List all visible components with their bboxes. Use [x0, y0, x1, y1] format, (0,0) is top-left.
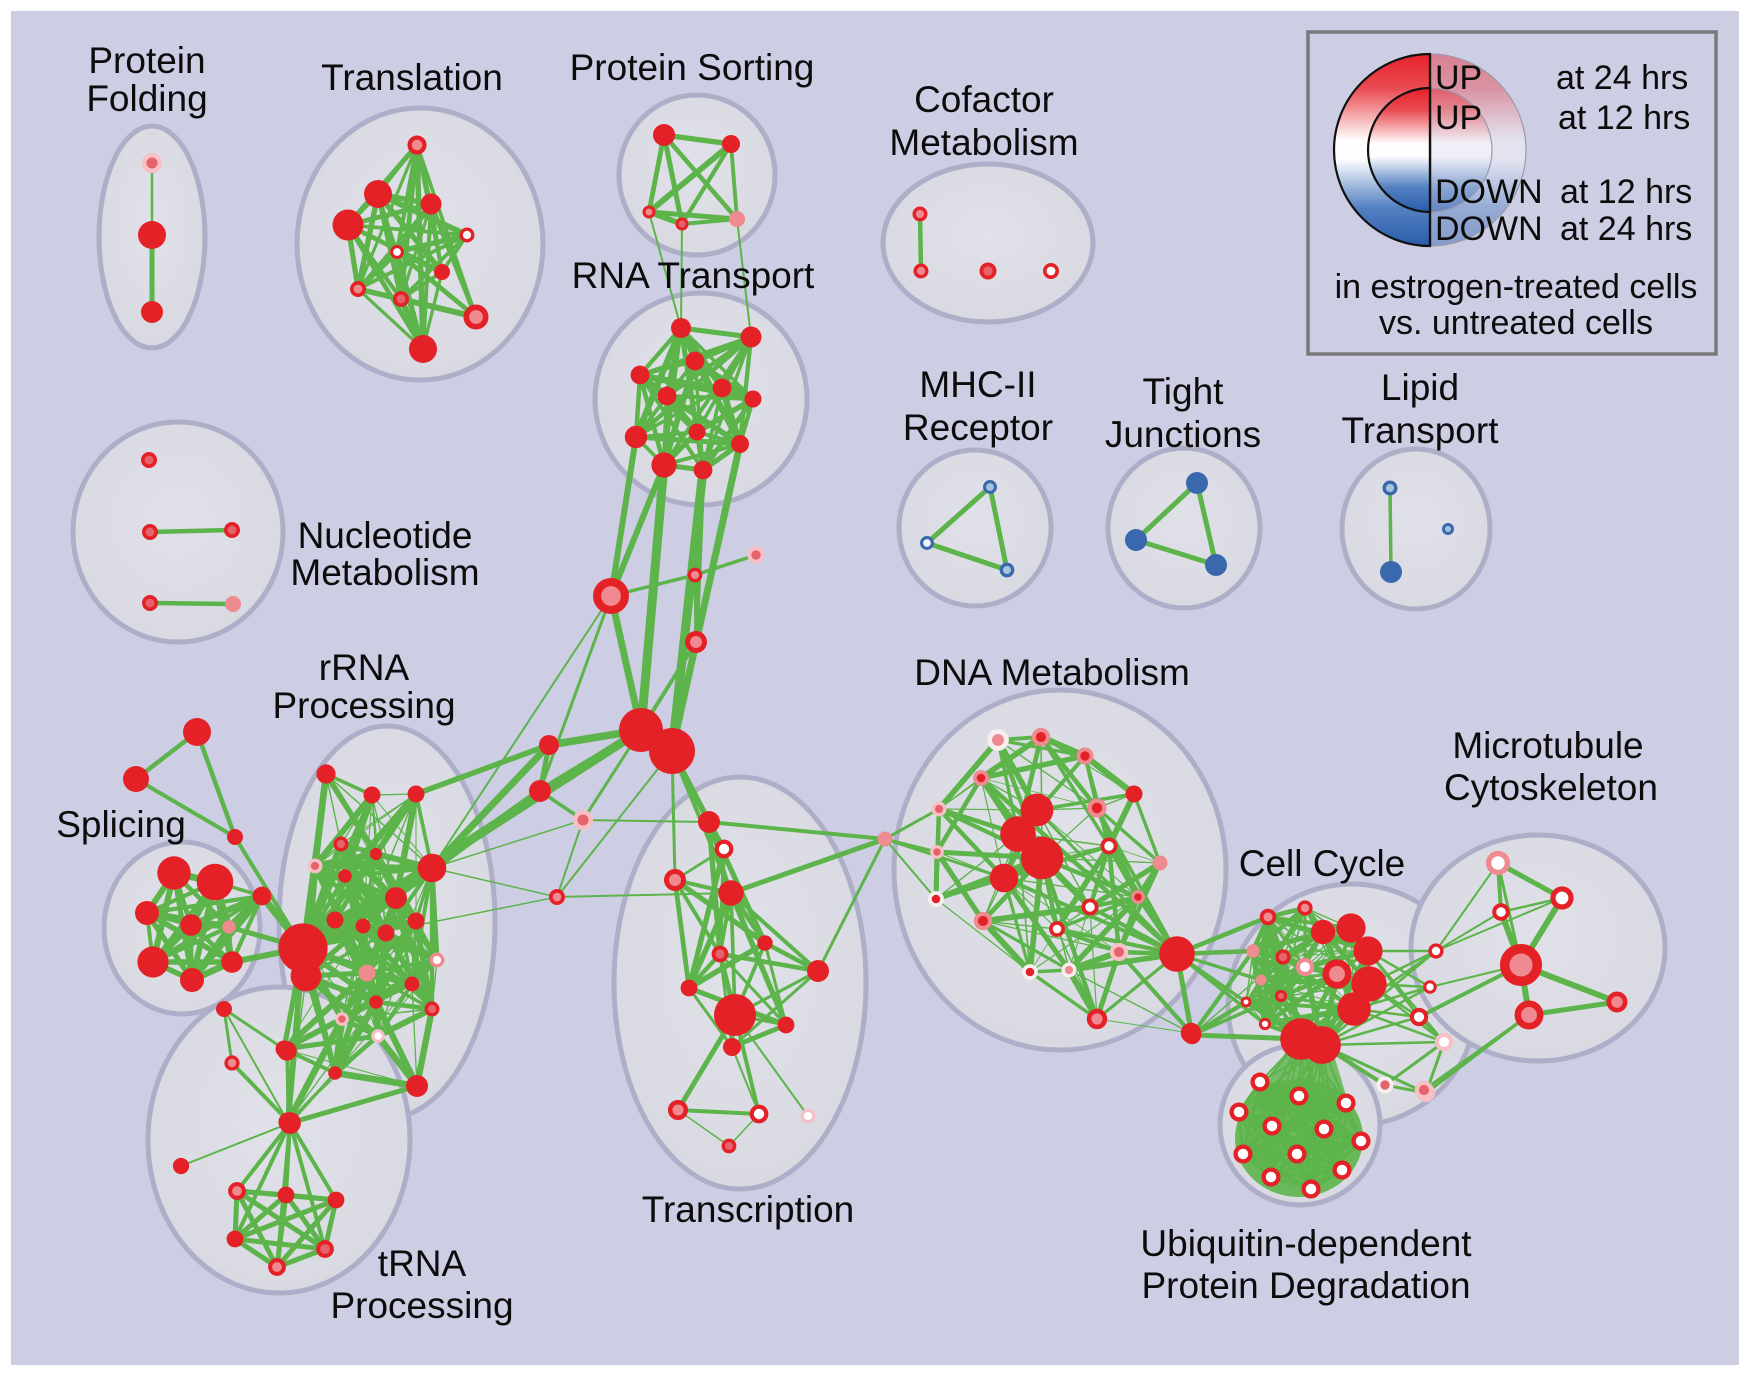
svg-text:Processing: Processing	[330, 1285, 513, 1326]
svg-text:at 12 hrs: at 12 hrs	[1558, 99, 1690, 137]
svg-text:Translation: Translation	[321, 57, 503, 98]
svg-text:Cytoskeleton: Cytoskeleton	[1444, 767, 1658, 808]
svg-text:Microtubule: Microtubule	[1452, 725, 1643, 766]
svg-text:Folding: Folding	[86, 78, 207, 119]
svg-text:UP: UP	[1435, 99, 1482, 137]
svg-text:vs. untreated cells: vs. untreated cells	[1379, 304, 1653, 342]
svg-text:Tight: Tight	[1143, 371, 1225, 412]
svg-text:tRNA: tRNA	[378, 1243, 467, 1284]
svg-text:at 24 hrs: at 24 hrs	[1560, 210, 1692, 248]
svg-text:in estrogen-treated cells: in estrogen-treated cells	[1335, 268, 1698, 306]
svg-text:Transport: Transport	[1342, 410, 1500, 451]
svg-text:DNA Metabolism: DNA Metabolism	[914, 652, 1190, 693]
svg-text:RNA Transport: RNA Transport	[572, 255, 815, 296]
svg-text:UP: UP	[1435, 59, 1482, 97]
svg-text:Ubiquitin-dependent: Ubiquitin-dependent	[1140, 1223, 1472, 1264]
svg-text:Processing: Processing	[272, 685, 455, 726]
svg-text:Metabolism: Metabolism	[889, 122, 1078, 163]
svg-text:Protein Sorting: Protein Sorting	[570, 47, 815, 88]
svg-text:DOWN: DOWN	[1435, 210, 1543, 248]
svg-text:Metabolism: Metabolism	[290, 552, 479, 593]
svg-text:Junctions: Junctions	[1105, 414, 1261, 455]
svg-text:Splicing: Splicing	[56, 804, 186, 845]
svg-text:Transcription: Transcription	[642, 1189, 854, 1230]
svg-text:MHC-II: MHC-II	[919, 364, 1036, 405]
svg-text:Protein: Protein	[88, 40, 205, 81]
svg-text:Lipid: Lipid	[1381, 367, 1459, 408]
svg-text:Nucleotide: Nucleotide	[298, 515, 473, 556]
svg-text:at 24 hrs: at 24 hrs	[1556, 59, 1688, 97]
svg-text:Cofactor: Cofactor	[914, 79, 1054, 120]
svg-text:at 12 hrs: at 12 hrs	[1560, 173, 1692, 211]
svg-text:rRNA: rRNA	[319, 647, 410, 688]
svg-text:Receptor: Receptor	[903, 407, 1053, 448]
svg-text:Cell Cycle: Cell Cycle	[1239, 843, 1406, 884]
svg-text:DOWN: DOWN	[1435, 173, 1543, 211]
svg-text:Protein Degradation: Protein Degradation	[1141, 1265, 1470, 1306]
